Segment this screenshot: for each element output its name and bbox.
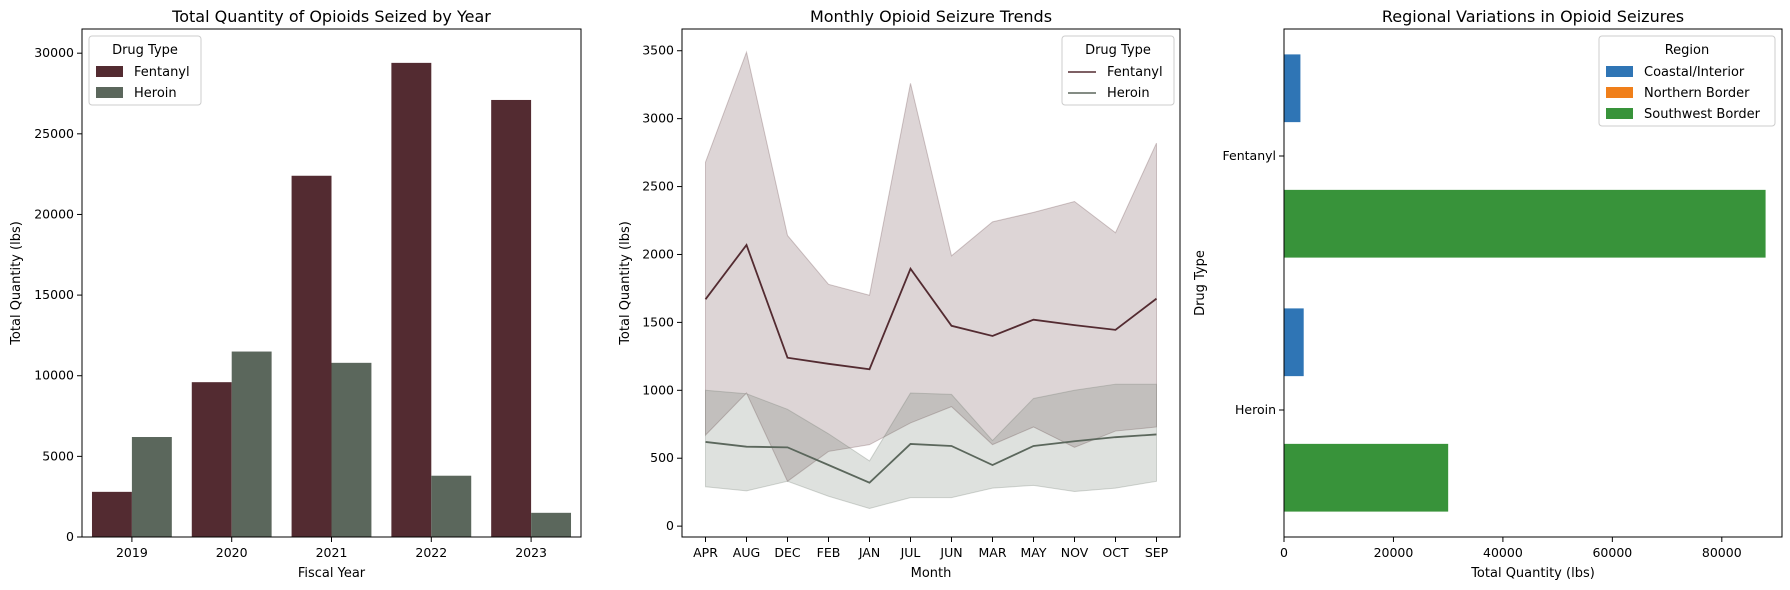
y-tick-label: 1000 bbox=[642, 382, 674, 397]
legend-swatch bbox=[1606, 66, 1633, 77]
bar-fentanyl-2020 bbox=[191, 382, 232, 537]
chart-regional-variations: 0 20000 40000 60000 80000 Fentanyl Heroin Regio… bbox=[1193, 7, 1783, 581]
plot-frame bbox=[681, 28, 1181, 538]
y-tick-label: 30000 bbox=[34, 45, 74, 60]
legend-swatch bbox=[1606, 108, 1633, 119]
y-tick-label: 1500 bbox=[642, 314, 674, 329]
bar-heroin-2021 bbox=[331, 362, 372, 537]
legend-label: Coastal/Interior bbox=[1644, 65, 1745, 80]
x-axis-label: Month bbox=[911, 566, 952, 581]
legend-box bbox=[1598, 35, 1776, 127]
bar-fentanyl-2019 bbox=[91, 491, 132, 537]
x-axis-label: Fiscal Year bbox=[298, 566, 366, 581]
x-tick-label: 80000 bbox=[1702, 545, 1742, 560]
y-tick-label: 2500 bbox=[642, 179, 674, 194]
bar-heroin-2019 bbox=[131, 437, 172, 537]
x-tick-label: APR bbox=[693, 545, 718, 560]
y-axis-label: Drug Type bbox=[1193, 250, 1208, 316]
y-tick-label: 500 bbox=[650, 450, 674, 465]
x-tick-label: OCT bbox=[1102, 545, 1129, 560]
bar-heroin-2020 bbox=[231, 351, 272, 537]
x-tick-label: 2020 bbox=[216, 545, 248, 560]
legend-swatch bbox=[96, 66, 123, 77]
bar-heroin-2023 bbox=[531, 512, 572, 537]
chart-monthly-trends: 0 500 1000 1500 2000 2500 3000 3500 APR AUG DEC FEB… bbox=[618, 7, 1181, 581]
x-tick-label: MAY bbox=[1020, 545, 1046, 560]
x-tick-label: AUG bbox=[733, 545, 760, 560]
chart-yearly-seizures: 0 5000 10000 15000 20000 25000 30000 2019 2020 20… bbox=[9, 7, 582, 581]
y-tick-label: 3500 bbox=[642, 43, 674, 58]
legend-title: Drug Type bbox=[1085, 43, 1151, 58]
legend-label: Fentanyl bbox=[1107, 65, 1163, 80]
y-tick-label: 0 bbox=[66, 529, 74, 544]
x-tick-label: 20000 bbox=[1374, 545, 1414, 560]
y-tick-label: 20000 bbox=[34, 206, 74, 221]
y-tick-label: 15000 bbox=[34, 287, 74, 302]
x-tick-label: JAN bbox=[858, 545, 880, 560]
x-tick-label: 0 bbox=[1280, 545, 1288, 560]
x-tick-label: 2023 bbox=[515, 545, 547, 560]
legend-label: Northern Border bbox=[1644, 86, 1750, 101]
x-tick-label: JUN bbox=[939, 545, 962, 560]
chart-title: Regional Variations in Opioid Seizures bbox=[1382, 7, 1684, 26]
x-tick-label: FEB bbox=[817, 545, 841, 560]
y-tick-label: 5000 bbox=[42, 448, 74, 463]
y-tick-label: 2000 bbox=[642, 246, 674, 261]
x-tick-label: NOV bbox=[1061, 545, 1089, 560]
x-tick-label: JUL bbox=[900, 545, 921, 560]
y-axis-label: Total Quantity (lbs) bbox=[618, 221, 633, 346]
x-tick-label: 2019 bbox=[116, 545, 148, 560]
bar-fentanyl-2022 bbox=[391, 62, 432, 537]
x-tick-label: SEP bbox=[1145, 545, 1169, 560]
x-axis-label: Total Quantity (lbs) bbox=[1470, 566, 1595, 581]
chart-title: Monthly Opioid Seizure Trends bbox=[810, 7, 1052, 26]
ci-band-heroin bbox=[705, 383, 1157, 509]
x-tick-label: MAR bbox=[978, 545, 1006, 560]
legend-title: Drug Type bbox=[112, 43, 178, 58]
ci-band-fentanyl bbox=[705, 50, 1157, 483]
x-tick-label: 2022 bbox=[415, 545, 447, 560]
y-axis-label: Total Quantity (lbs) bbox=[9, 221, 24, 346]
plot-frame bbox=[1283, 28, 1783, 538]
y-tick-label: 3000 bbox=[642, 111, 674, 126]
legend-title: Region bbox=[1665, 43, 1710, 58]
y-tick-label: 0 bbox=[666, 518, 674, 533]
x-tick-label: 60000 bbox=[1592, 545, 1632, 560]
chart-title: Total Quantity of Opioids Seized by Year bbox=[171, 7, 491, 26]
bar-southwest-border-fentanyl bbox=[1284, 189, 1766, 258]
line-heroin bbox=[705, 433, 1157, 484]
legend-label: Southwest Border bbox=[1644, 107, 1761, 122]
y-tick-label: Heroin bbox=[1235, 402, 1276, 417]
bar-coastal-interior-fentanyl bbox=[1284, 54, 1301, 123]
line-fentanyl bbox=[704, 243, 1158, 371]
bar-heroin-2022 bbox=[431, 475, 472, 537]
legend-swatch bbox=[1606, 87, 1633, 98]
bar-southwest-border-heroin bbox=[1284, 443, 1449, 512]
legend-label: Fentanyl bbox=[134, 65, 190, 80]
y-tick-label: 25000 bbox=[34, 126, 74, 141]
legend-label: Heroin bbox=[134, 86, 177, 101]
bar-coastal-interior-heroin bbox=[1284, 308, 1304, 377]
y-tick-label: Fentanyl bbox=[1223, 148, 1276, 163]
legend-box bbox=[1061, 35, 1175, 106]
x-tick-label: DEC bbox=[774, 545, 801, 560]
plot-frame bbox=[81, 28, 582, 538]
legend-label: Heroin bbox=[1107, 86, 1150, 101]
bar-fentanyl-2023 bbox=[491, 99, 532, 537]
x-tick-label: 2021 bbox=[316, 545, 348, 560]
bar-fentanyl-2021 bbox=[291, 175, 332, 537]
y-tick-label: 10000 bbox=[34, 368, 74, 383]
legend-swatch bbox=[96, 87, 123, 98]
x-tick-label: 40000 bbox=[1483, 545, 1523, 560]
